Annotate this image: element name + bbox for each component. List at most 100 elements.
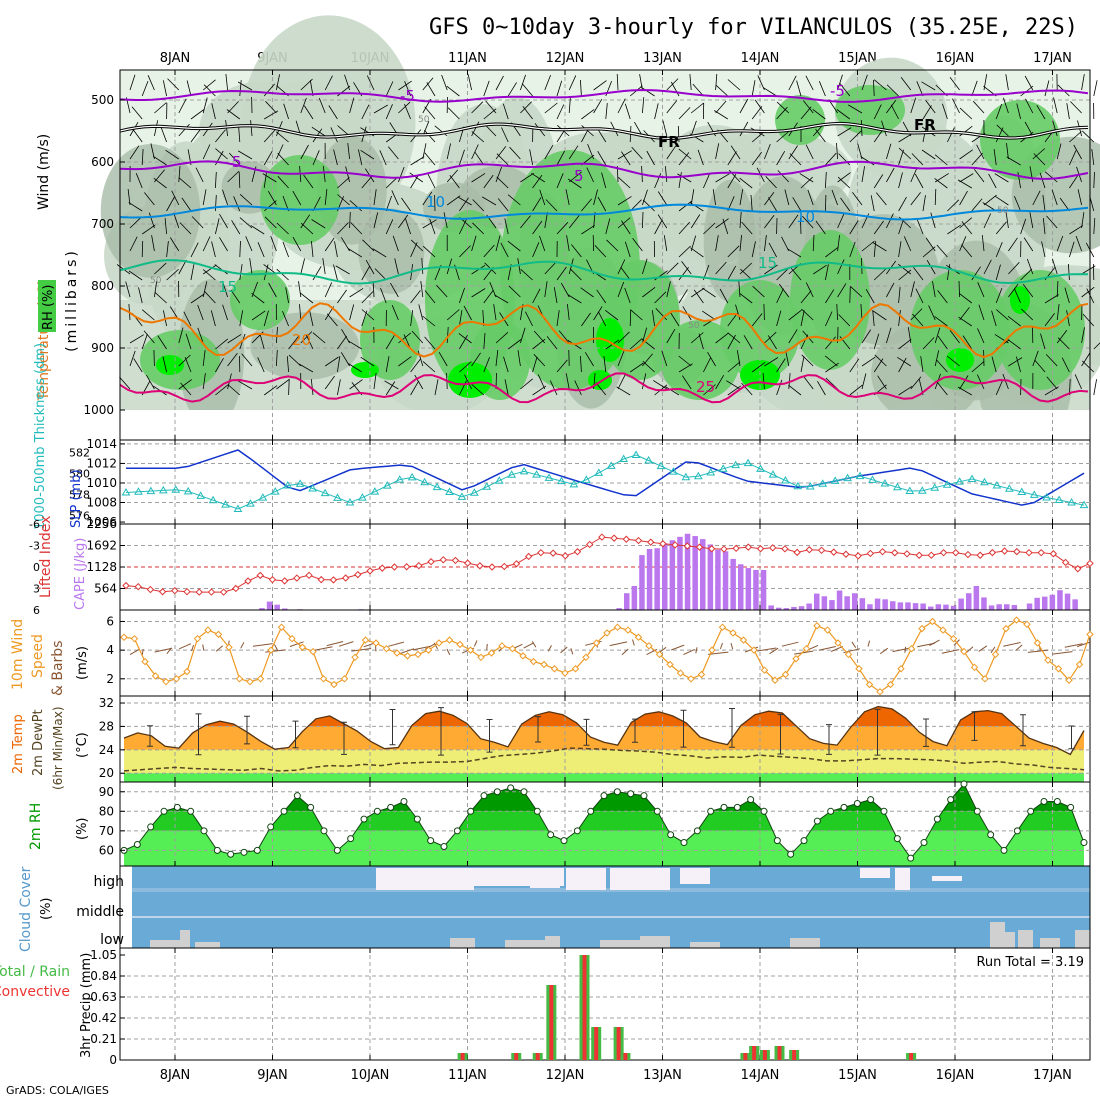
point-wind-speed bbox=[708, 646, 716, 654]
point-lifted-index bbox=[573, 548, 582, 556]
wind-barb bbox=[861, 329, 872, 344]
wind-barb bbox=[678, 355, 692, 367]
day-label-bottom: 17JAN bbox=[1033, 1068, 1072, 1083]
bar-cape bbox=[844, 596, 850, 610]
wind-barb bbox=[653, 380, 668, 390]
wind-barb bbox=[825, 152, 837, 166]
contour-minus5 bbox=[119, 89, 1089, 103]
wind-barb bbox=[624, 287, 631, 304]
wind-barb bbox=[898, 310, 901, 327]
wind-barb bbox=[141, 224, 156, 235]
wind-barb bbox=[379, 150, 387, 166]
bar-cape bbox=[806, 603, 812, 610]
wind-barb bbox=[422, 143, 427, 160]
point-wind-speed bbox=[445, 636, 454, 644]
wind-barb bbox=[877, 375, 887, 390]
point-wind-speed bbox=[298, 643, 307, 651]
wind-barb bbox=[957, 179, 973, 189]
point-lifted-index bbox=[988, 548, 997, 557]
wind-barb bbox=[472, 199, 485, 212]
wind-barb bbox=[825, 171, 827, 189]
wind-barb bbox=[571, 244, 582, 258]
wind-barb bbox=[441, 74, 448, 91]
wind-barb bbox=[977, 328, 985, 344]
bar-cape bbox=[1011, 605, 1018, 610]
wind-barb bbox=[545, 199, 558, 212]
point-lifted-index bbox=[158, 588, 167, 596]
point-lifted-index bbox=[805, 546, 814, 554]
point-2m-rh bbox=[813, 817, 821, 825]
wind-barb bbox=[996, 124, 1009, 137]
point-2m-rh bbox=[347, 835, 355, 843]
wind-barb bbox=[263, 172, 267, 189]
wind-barb-10m bbox=[179, 643, 192, 650]
wind-barb bbox=[300, 222, 314, 235]
wind-barb bbox=[642, 353, 653, 367]
wind-barb bbox=[727, 312, 738, 327]
wind-barb-10m bbox=[1052, 651, 1073, 655]
wind-barb bbox=[1008, 237, 1018, 252]
point-lifted-index bbox=[268, 575, 277, 584]
wind-barb bbox=[263, 83, 276, 97]
wind-barb bbox=[605, 309, 619, 321]
wind-barb bbox=[860, 156, 875, 166]
wind-barb bbox=[507, 194, 521, 206]
wind-barb bbox=[347, 340, 363, 350]
wind-barb bbox=[654, 291, 667, 304]
bar-cape bbox=[722, 551, 729, 610]
bar-cape bbox=[973, 585, 980, 610]
bar-cape bbox=[700, 539, 706, 610]
contour-label: 5 bbox=[574, 167, 584, 185]
wind-barb bbox=[567, 304, 570, 321]
wind-barb bbox=[799, 173, 814, 183]
y-tick-label: 70 bbox=[99, 824, 114, 838]
point-2m-rh bbox=[360, 815, 368, 823]
wind-barb bbox=[593, 80, 607, 91]
point-thickness bbox=[1067, 498, 1076, 506]
point-2m-rh bbox=[747, 796, 755, 804]
wind-barb bbox=[227, 334, 242, 344]
wind-barb bbox=[409, 172, 424, 183]
wind-barb bbox=[404, 104, 411, 120]
point-thickness bbox=[619, 454, 629, 462]
point-thickness bbox=[930, 483, 940, 491]
contour-20 bbox=[119, 302, 1089, 359]
wind-barb bbox=[544, 102, 558, 114]
wind-barb bbox=[860, 303, 863, 321]
wind-barb bbox=[373, 373, 377, 390]
wind-barb bbox=[735, 304, 741, 321]
wind-barb bbox=[190, 242, 199, 258]
wind-barb bbox=[825, 289, 835, 304]
wind-barb bbox=[202, 97, 208, 114]
point-2m-rh bbox=[160, 807, 168, 815]
cloud-high-patch bbox=[680, 868, 710, 884]
wind-barb bbox=[249, 258, 253, 275]
point-2m-rh bbox=[147, 823, 155, 831]
wind-barb-10m bbox=[531, 641, 537, 648]
wind-barb bbox=[739, 211, 742, 229]
wind-barb bbox=[1053, 97, 1058, 114]
rh-band-low bbox=[124, 830, 1084, 866]
point-thickness bbox=[1017, 487, 1027, 496]
y-tick-label: 2256 bbox=[86, 517, 117, 531]
point-thickness bbox=[221, 500, 230, 508]
wind-barb bbox=[517, 258, 521, 275]
y-tick-label: 1692 bbox=[86, 539, 117, 553]
wind-barb bbox=[385, 356, 390, 373]
wind-barb-10m bbox=[830, 645, 843, 652]
wind-barb bbox=[1081, 265, 1096, 275]
point-thickness bbox=[208, 495, 218, 504]
wind-barb bbox=[715, 261, 727, 275]
wind-barb bbox=[532, 174, 543, 189]
cloud-low-patch bbox=[990, 922, 1005, 948]
point-lifted-index bbox=[488, 563, 496, 571]
wind-barb bbox=[593, 189, 598, 206]
wind-barb bbox=[263, 200, 277, 212]
wind-barb bbox=[792, 197, 802, 212]
wind-barb bbox=[434, 379, 439, 396]
wind-barb bbox=[921, 81, 936, 91]
cloud-separator bbox=[132, 916, 1090, 918]
wind-barb bbox=[238, 171, 241, 189]
wind-barb bbox=[322, 258, 326, 275]
